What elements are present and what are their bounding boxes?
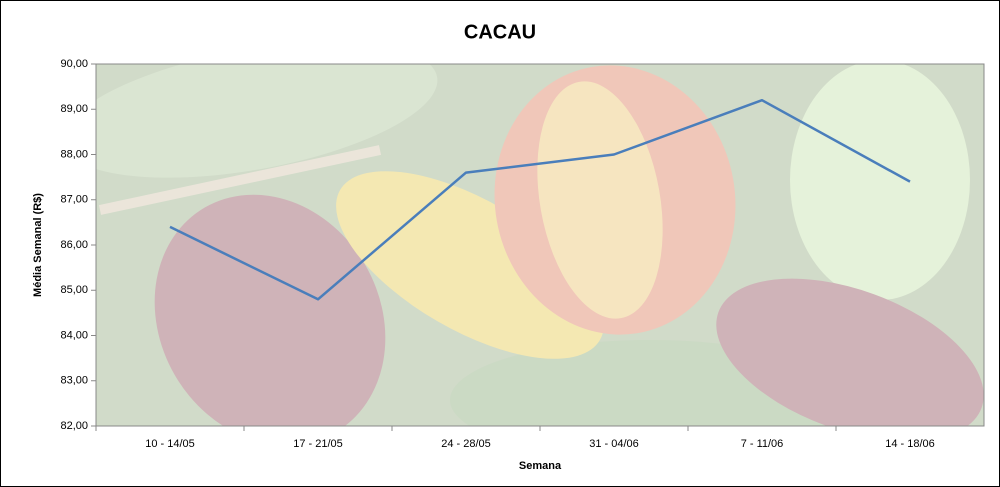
x-tick-label: 10 - 14/05 [145,438,195,450]
x-tick-label: 24 - 28/05 [441,438,491,450]
y-tick-label: 83,00 [60,375,88,387]
y-tick-label: 86,00 [60,239,88,251]
x-tick-label: 17 - 21/05 [293,438,343,450]
y-tick-label: 88,00 [60,148,88,160]
x-tick-label: 14 - 18/06 [885,438,935,450]
x-axis-title: Semana [519,460,562,472]
x-tick-label: 7 - 11/06 [741,438,784,450]
plot-background [96,64,984,426]
y-axis-title: Média Semanal (R$) [32,193,44,297]
y-tick-label: 89,00 [60,103,88,115]
y-tick-label: 90,00 [60,58,88,70]
y-tick-label: 87,00 [60,194,88,206]
chart-title: CACAU [464,21,536,43]
series-line [169,98,911,301]
y-tick-label: 84,00 [60,329,88,341]
y-tick-label: 82,00 [60,420,88,432]
x-tick-label: 31 - 04/06 [589,438,639,450]
y-tick-label: 85,00 [60,284,88,296]
plot-area [95,63,985,427]
